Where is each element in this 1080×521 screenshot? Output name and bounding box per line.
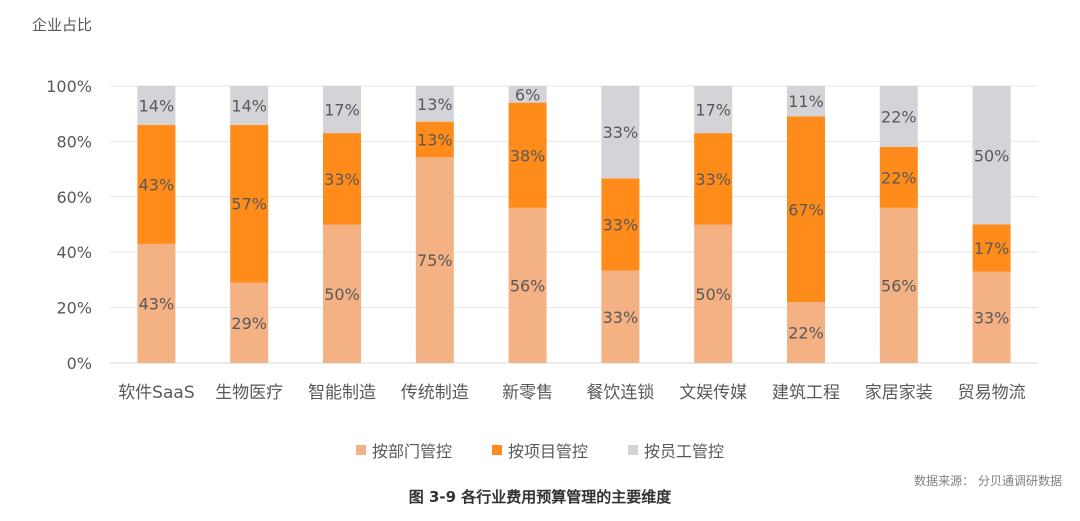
- data-label: 13%: [417, 130, 453, 149]
- legend-swatch-staff: [628, 445, 638, 455]
- bar-segment: [230, 282, 269, 363]
- data-label: 11%: [788, 92, 824, 111]
- data-label: 56%: [881, 276, 917, 295]
- data-label: 14%: [231, 96, 267, 115]
- data-label: 17%: [974, 239, 1010, 258]
- data-label: 43%: [139, 175, 175, 194]
- bar-segment: [601, 86, 640, 179]
- bar-segment: [694, 224, 733, 363]
- legend-label-project: 按项目管控: [507, 442, 588, 461]
- x-tick-label: 家居家装: [865, 383, 933, 403]
- bar-segment: [787, 116, 825, 303]
- bar-segment: [508, 102, 547, 208]
- y-tick-label: 100%: [46, 77, 92, 96]
- bar-segment: [601, 178, 640, 271]
- data-label: 75%: [417, 251, 453, 270]
- bar-segment: [508, 207, 547, 363]
- data-label: 57%: [231, 195, 267, 214]
- data-label: 17%: [695, 101, 731, 120]
- y-tick-label: 0%: [67, 354, 92, 373]
- bar-segment: [230, 86, 269, 125]
- bar-segment: [137, 86, 176, 125]
- plot-area: 0% 20% 40% 60% 80% 100% 43% 43% 14% 软件SaaS 29% 57% 1…: [46, 77, 1038, 403]
- data-label: 50%: [695, 285, 731, 304]
- x-tick-label: 生物医疗: [215, 383, 283, 403]
- bar-segment: [137, 124, 176, 244]
- bar-segment: [601, 270, 640, 363]
- x-tick-label: 建筑工程: [772, 383, 840, 403]
- data-label: 13%: [417, 95, 453, 114]
- bar-segment: [415, 86, 454, 122]
- y-axis-title: 企业占比: [32, 16, 93, 34]
- x-tick-label: 软件SaaS: [118, 383, 194, 403]
- bar-segment: [230, 124, 269, 283]
- bar-segment: [972, 271, 1011, 363]
- data-label: 67%: [788, 200, 824, 219]
- bar-segment: [415, 157, 454, 363]
- bar-segment: [972, 224, 1011, 272]
- bar-segment: [787, 302, 825, 363]
- legend-item-project: 按项目管控: [491, 438, 588, 462]
- legend-swatch-dept: [355, 445, 366, 455]
- data-label: 22%: [788, 324, 824, 343]
- legend-label-staff: 按员工管控: [644, 442, 725, 461]
- data-label: 50%: [324, 285, 360, 304]
- bar-segment: [972, 86, 1011, 225]
- data-label: 17%: [324, 101, 360, 120]
- legend: 按部门管控 按项目管控 按员工管控: [0, 438, 1080, 462]
- data-label: 33%: [974, 308, 1010, 327]
- bar-segment: [879, 86, 918, 147]
- data-label: 33%: [603, 216, 639, 235]
- legend-item-staff: 按员工管控: [628, 438, 724, 462]
- x-tick-label: 餐饮连锁: [586, 383, 654, 403]
- bar-segment: [323, 224, 361, 363]
- legend-item-dept: 按部门管控: [355, 438, 452, 462]
- y-tick-label: 80%: [56, 132, 92, 151]
- data-label: 33%: [695, 170, 731, 189]
- x-tick-label: 新零售: [502, 383, 553, 403]
- data-label: 33%: [603, 308, 639, 327]
- data-label: 43%: [139, 294, 175, 313]
- bar-segment: [508, 86, 547, 103]
- y-tick-label: 20%: [56, 299, 92, 318]
- data-source: 数据来源： 分贝通调研数据: [914, 474, 1062, 488]
- data-label: 33%: [603, 123, 639, 142]
- bar-segment: [879, 207, 918, 363]
- data-label: 22%: [881, 168, 917, 187]
- x-tick-label: 文娱传媒: [679, 383, 747, 403]
- x-tick-label: 传统制造: [401, 383, 469, 403]
- bar-segment: [694, 86, 733, 134]
- legend-swatch-project: [491, 445, 502, 455]
- bar-segment: [323, 133, 361, 225]
- figure-title: 图 3-9 各行业费用预算管理的主要维度: [408, 488, 672, 506]
- y-tick-label: 40%: [56, 243, 92, 262]
- data-label: 50%: [974, 146, 1010, 165]
- data-label: 38%: [510, 146, 546, 165]
- y-tick-label: 60%: [56, 188, 92, 207]
- data-label: 6%: [515, 85, 540, 104]
- bar-segment: [415, 121, 454, 158]
- data-label: 14%: [139, 96, 175, 115]
- x-tick-label: 智能制造: [308, 383, 376, 403]
- x-tick-label: 贸易物流: [958, 383, 1026, 403]
- data-label: 33%: [324, 170, 360, 189]
- data-label: 29%: [231, 314, 267, 333]
- data-label: 22%: [881, 107, 917, 126]
- bar-segment: [879, 146, 918, 208]
- legend-label-dept: 按部门管控: [371, 442, 452, 461]
- bar-segment: [787, 86, 825, 117]
- bar-segment: [137, 243, 176, 363]
- bar-segment: [694, 133, 733, 225]
- data-label: 56%: [510, 276, 546, 295]
- bar-segment: [323, 86, 361, 134]
